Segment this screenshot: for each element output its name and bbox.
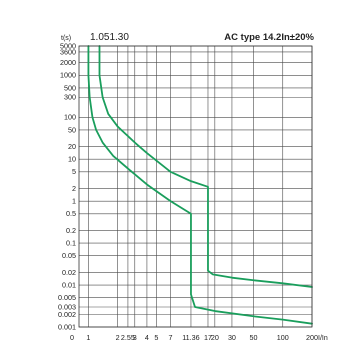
x-tick-label: 50 [250,333,258,342]
y-tick-label: 0.05 [62,251,76,260]
x-tick-label: 200 [306,333,318,342]
y-tick-label: 0.02 [62,268,76,277]
x-tick-label: 17 [204,333,212,342]
plot-frame [78,45,313,328]
y-tick-label: 500 [64,83,76,92]
trip-curve-line-2 [98,45,313,288]
x-tick-label: 11.36 [182,333,199,342]
y-tick-label: 0.001 [58,322,76,331]
y-tick-label: 2000 [60,58,76,67]
y-tick-label: 20 [68,142,76,151]
y-tick-label: 1 [72,197,76,206]
y-tick-label: 0.01 [62,280,76,289]
x-tick-label: 30 [228,333,236,342]
y-tick-label: 3600 [60,47,76,56]
chart-reference: 1.051.30 [90,32,129,43]
y-tick-label: 300 [64,93,76,102]
chart-title: AC type 14.2In±20% [224,32,314,43]
y-tick-label: 100 [64,113,76,122]
y-tick-label: 5 [72,167,76,176]
x-tick-label: 4 [145,333,149,342]
y-tick-label: 0.002 [58,310,76,319]
x-tick-label: 1 [86,333,90,342]
y-tick-label: 0.005 [58,293,76,302]
x-origin-label: 0 [70,333,74,342]
x-tick-label: 20 [211,333,219,342]
y-axis-label: t(s) [61,35,71,42]
chart-series [87,45,313,325]
y-tick-label: 0.2 [66,226,76,235]
x-tick-label: 7 [169,333,173,342]
x-tick-label: 2 [116,333,120,342]
y-tick-label: 0.5 [66,209,76,218]
x-tick-label: 3 [133,333,137,342]
y-tick-label: 50 [68,125,76,134]
x-tick-label: 5 [154,333,158,342]
y-tick-label: 1000 [60,71,76,80]
x-tick-label: 2.55 [121,333,135,342]
y-tick-label: 10 [68,155,76,164]
y-tick-label: 0.1 [66,239,76,248]
x-axis-label: I/In [318,335,328,342]
trip-curve-line-1 [87,45,313,325]
y-tick-label: 5000 [60,41,76,50]
y-tick-label: 2 [72,184,76,193]
x-tick-label: 100 [277,333,289,342]
y-tick-label: 0.003 [58,302,76,311]
